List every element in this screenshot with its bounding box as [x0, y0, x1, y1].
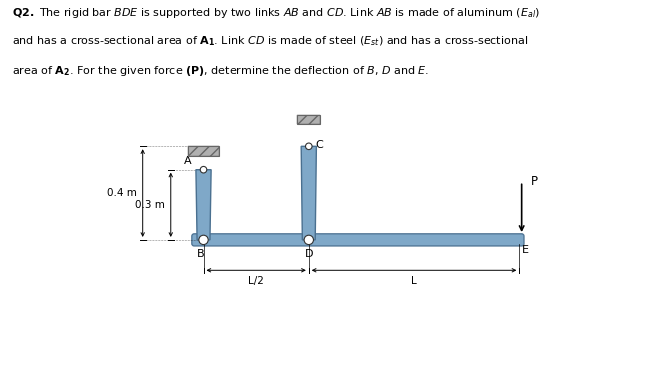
- Text: and has a cross-sectional area of $\bf{A_1}$. Link $\it{CD}$ is made of steel ($: and has a cross-sectional area of $\bf{A…: [12, 35, 528, 48]
- Text: L: L: [411, 276, 417, 286]
- Bar: [189, 146, 219, 156]
- Text: C: C: [316, 140, 324, 150]
- Polygon shape: [301, 146, 316, 240]
- Text: L/2: L/2: [248, 276, 264, 286]
- Text: $\bf{Q2.}$ The rigid bar $\it{BDE}$ is supported by two links $\it{AB}$ and $\it: $\bf{Q2.}$ The rigid bar $\it{BDE}$ is s…: [12, 6, 540, 20]
- FancyBboxPatch shape: [192, 234, 524, 246]
- Text: 0.3 m: 0.3 m: [135, 200, 165, 210]
- Circle shape: [199, 235, 208, 245]
- Circle shape: [305, 143, 312, 150]
- Text: D: D: [305, 250, 313, 259]
- Text: B: B: [197, 250, 205, 259]
- Bar: [189, 146, 219, 156]
- Circle shape: [200, 166, 207, 173]
- Text: E: E: [521, 245, 529, 255]
- Text: A: A: [184, 156, 192, 166]
- Text: 0.4 m: 0.4 m: [107, 188, 137, 198]
- Circle shape: [304, 235, 314, 245]
- Bar: [297, 115, 320, 124]
- Text: P: P: [531, 175, 538, 188]
- Bar: [297, 115, 320, 124]
- Polygon shape: [196, 170, 211, 240]
- Text: area of $\bf{A_2}$. For the given force $\bf{(P)}$, determine the deflection of : area of $\bf{A_2}$. For the given force …: [12, 64, 429, 78]
